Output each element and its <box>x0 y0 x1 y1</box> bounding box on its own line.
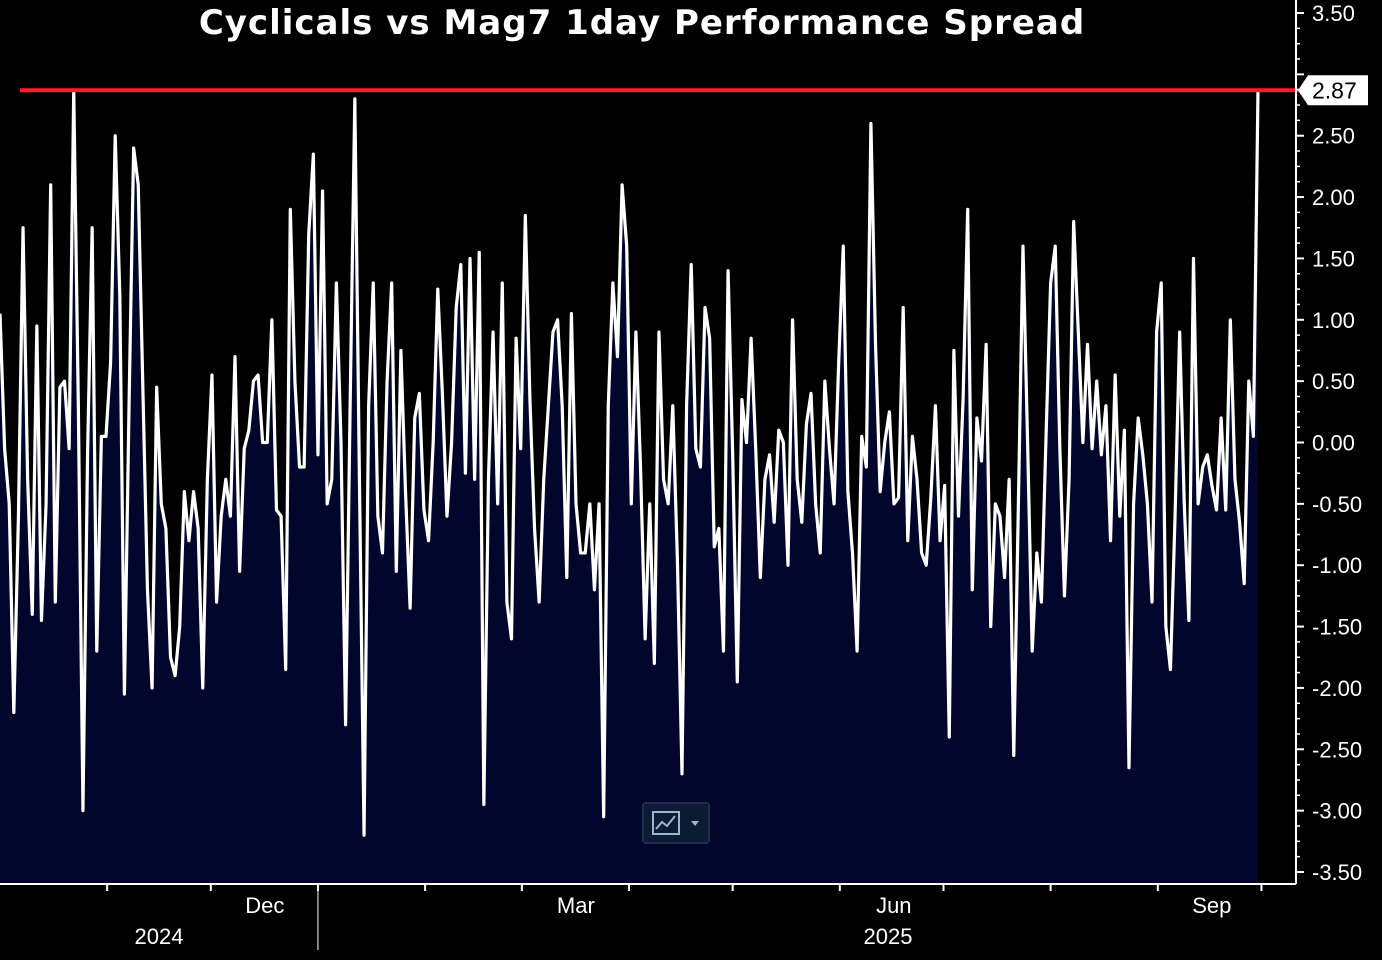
x-tick-label: Jun <box>876 893 911 918</box>
y-tick-label: 1.50 <box>1312 246 1355 271</box>
axis-layer: 3.50 2.50 2.00 1.50 1.00 0.50 0.00 -0.50 -1.00 -1… <box>0 0 1368 950</box>
reference-label-text: 2.87 <box>1312 77 1357 103</box>
line-chart-icon <box>652 811 680 835</box>
y-tick-label: -1.50 <box>1312 615 1362 640</box>
chart-title: Cyclicals vs Mag7 1day Performance Sprea… <box>199 3 1085 43</box>
y-tick-label: 3.50 <box>1312 1 1355 26</box>
y-tick-label: -3.50 <box>1312 860 1362 885</box>
chart-type-button[interactable] <box>642 802 710 844</box>
x-tick-label: Dec <box>245 893 284 918</box>
x-tick-label: Sep <box>1192 893 1231 918</box>
y-tick-label: -0.50 <box>1312 492 1362 517</box>
year-label: 2025 <box>864 924 913 949</box>
y-tick-label: 1.00 <box>1312 308 1355 333</box>
y-tick-label: 2.50 <box>1312 124 1355 149</box>
y-tick-label: 0.00 <box>1312 431 1355 456</box>
chevron-down-icon <box>691 821 699 826</box>
y-tick-label: 2.00 <box>1312 185 1355 210</box>
y-tick-label: -1.00 <box>1312 553 1362 578</box>
y-tick-label: -3.00 <box>1312 799 1362 824</box>
y-tick-label: -2.00 <box>1312 676 1362 701</box>
y-tick-label: -2.50 <box>1312 737 1362 762</box>
y-tick-label: 0.50 <box>1312 369 1355 394</box>
year-label: 2024 <box>135 924 184 949</box>
x-tick-label: Mar <box>557 893 595 918</box>
reference-value-label: 2.87 <box>1298 75 1368 106</box>
series-line-layer <box>0 88 1260 837</box>
series-line <box>0 88 1260 837</box>
